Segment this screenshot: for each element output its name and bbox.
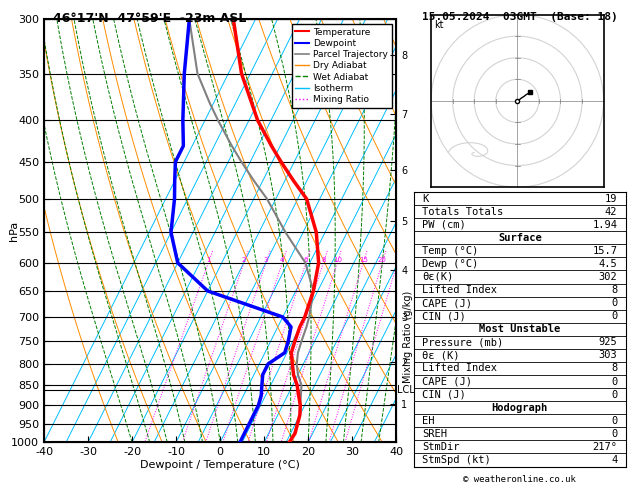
Text: Surface: Surface [498, 233, 542, 243]
Text: 20: 20 [378, 257, 387, 263]
Text: θε (K): θε (K) [422, 350, 460, 361]
Text: K: K [422, 193, 428, 204]
Text: 0: 0 [611, 390, 618, 399]
Text: 4: 4 [611, 455, 618, 465]
Text: 8: 8 [321, 257, 326, 263]
Text: CAPE (J): CAPE (J) [422, 377, 472, 386]
Text: θε(K): θε(K) [422, 272, 454, 282]
Text: 42: 42 [605, 207, 618, 217]
Text: hPa: hPa [9, 221, 19, 241]
Text: LCL: LCL [397, 385, 415, 395]
Text: 6: 6 [304, 257, 308, 263]
Text: 4: 4 [280, 257, 284, 263]
Text: 19: 19 [605, 193, 618, 204]
X-axis label: Dewpoint / Temperature (°C): Dewpoint / Temperature (°C) [140, 460, 300, 470]
Text: Temp (°C): Temp (°C) [422, 246, 479, 256]
Text: © weatheronline.co.uk: © weatheronline.co.uk [463, 474, 576, 484]
Text: Lifted Index: Lifted Index [422, 364, 498, 374]
Text: 0: 0 [611, 298, 618, 308]
Text: 1: 1 [206, 257, 211, 263]
Text: 3: 3 [264, 257, 269, 263]
Text: 8: 8 [611, 285, 618, 295]
Legend: Temperature, Dewpoint, Parcel Trajectory, Dry Adiabat, Wet Adiabat, Isotherm, Mi: Temperature, Dewpoint, Parcel Trajectory… [292, 24, 392, 108]
Text: CIN (J): CIN (J) [422, 311, 466, 321]
Text: 0: 0 [611, 429, 618, 439]
Text: 217°: 217° [593, 442, 618, 452]
Text: CIN (J): CIN (J) [422, 390, 466, 399]
Text: kt: kt [435, 20, 444, 30]
Text: StmSpd (kt): StmSpd (kt) [422, 455, 491, 465]
Text: PW (cm): PW (cm) [422, 220, 466, 230]
Text: Dewp (°C): Dewp (°C) [422, 259, 479, 269]
Text: SREH: SREH [422, 429, 447, 439]
Y-axis label: km
ASL: km ASL [423, 231, 442, 252]
Text: Mixing Ratio (g/kg): Mixing Ratio (g/kg) [403, 291, 413, 382]
Text: CAPE (J): CAPE (J) [422, 298, 472, 308]
Text: 2: 2 [242, 257, 246, 263]
Text: Most Unstable: Most Unstable [479, 324, 560, 334]
Text: 302: 302 [599, 272, 618, 282]
Text: EH: EH [422, 416, 435, 426]
Text: 0: 0 [611, 416, 618, 426]
Text: 46°17'N  47°59'E  -23m ASL: 46°17'N 47°59'E -23m ASL [53, 12, 247, 25]
Text: 0: 0 [611, 311, 618, 321]
Text: 15: 15 [359, 257, 367, 263]
Text: 8: 8 [611, 364, 618, 374]
Text: StmDir: StmDir [422, 442, 460, 452]
Text: 4.5: 4.5 [599, 259, 618, 269]
Text: 925: 925 [599, 337, 618, 347]
Text: Totals Totals: Totals Totals [422, 207, 504, 217]
Text: Hodograph: Hodograph [492, 403, 548, 413]
Text: 0: 0 [611, 377, 618, 386]
Text: 1.94: 1.94 [593, 220, 618, 230]
Text: Pressure (mb): Pressure (mb) [422, 337, 504, 347]
Text: Lifted Index: Lifted Index [422, 285, 498, 295]
Text: 10: 10 [333, 257, 342, 263]
Text: 303: 303 [599, 350, 618, 361]
Text: 15.7: 15.7 [593, 246, 618, 256]
Text: 15.05.2024  03GMT  (Base: 18): 15.05.2024 03GMT (Base: 18) [421, 12, 618, 22]
